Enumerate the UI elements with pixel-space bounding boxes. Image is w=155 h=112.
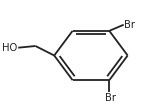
Text: Br: Br [104,93,115,102]
Text: HO: HO [2,43,17,53]
Text: Br: Br [124,20,135,30]
